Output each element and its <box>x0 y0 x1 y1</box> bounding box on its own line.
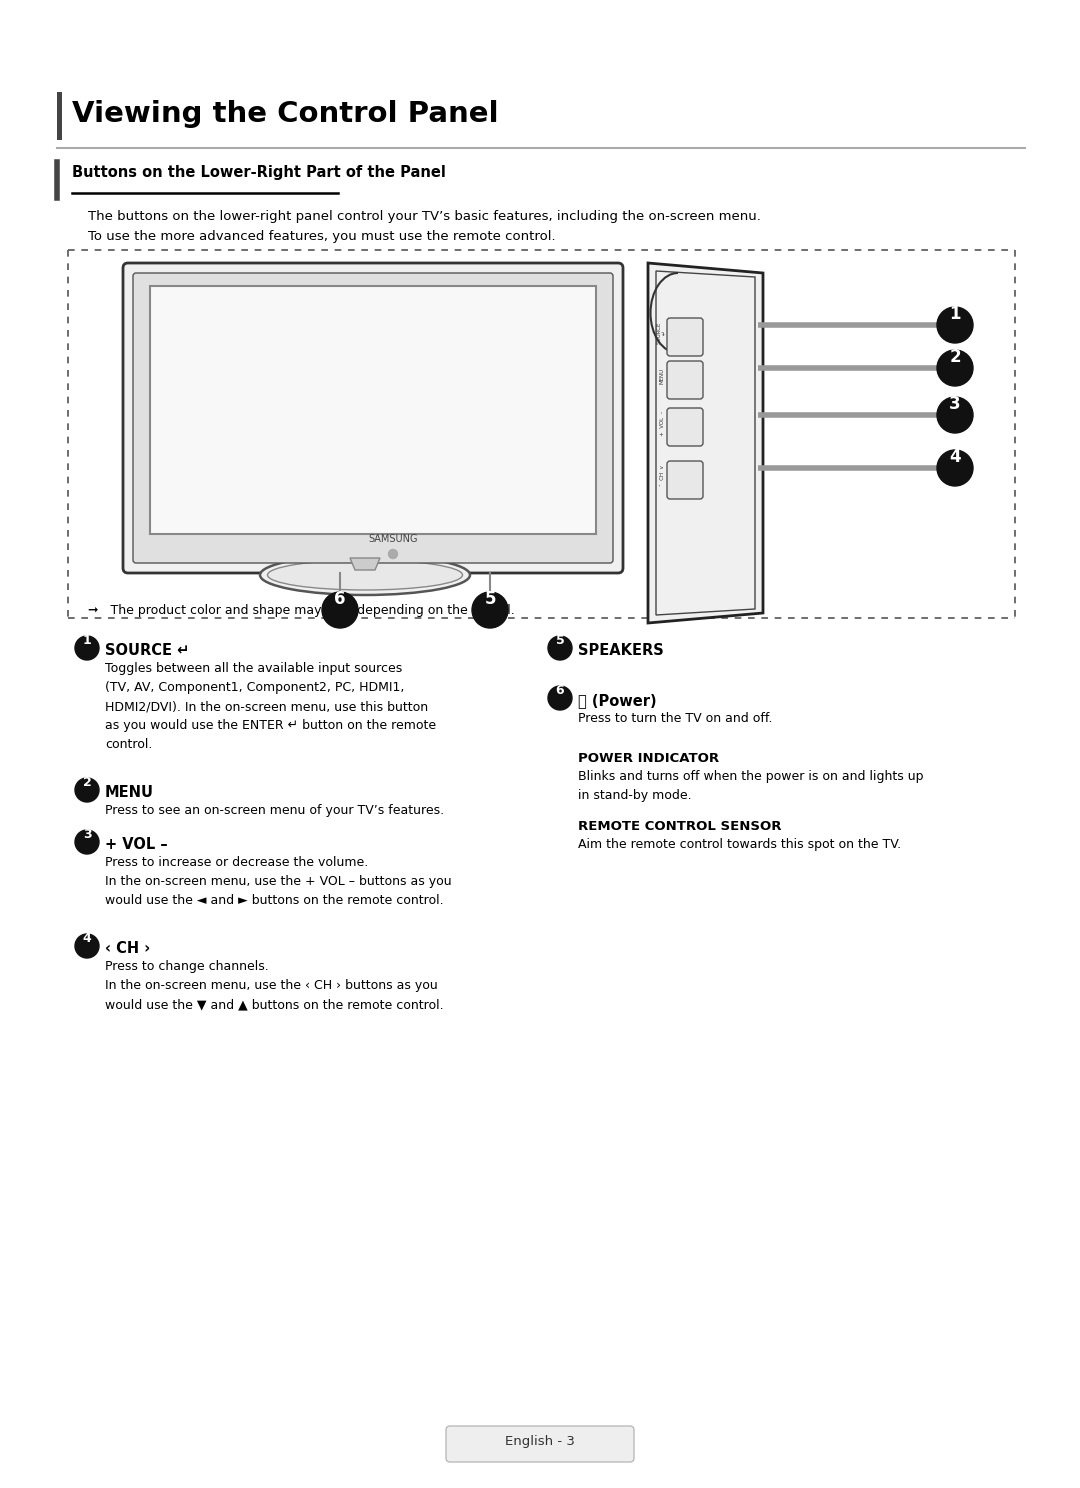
FancyBboxPatch shape <box>667 461 703 498</box>
Text: English - 3: English - 3 <box>505 1434 575 1448</box>
Text: 5: 5 <box>555 634 565 647</box>
FancyBboxPatch shape <box>667 408 703 446</box>
Text: ⏻ (Power): ⏻ (Power) <box>578 693 657 708</box>
Text: 4: 4 <box>83 931 92 945</box>
FancyBboxPatch shape <box>150 286 596 534</box>
Text: 6: 6 <box>556 684 565 696</box>
Ellipse shape <box>260 555 470 595</box>
Circle shape <box>75 635 99 661</box>
Text: Viewing the Control Panel: Viewing the Control Panel <box>72 100 499 128</box>
Text: MENU: MENU <box>105 786 154 801</box>
Text: 5: 5 <box>484 591 496 609</box>
Text: To use the more advanced features, you must use the remote control.: To use the more advanced features, you m… <box>87 231 555 243</box>
Text: SOURCE
↵: SOURCE ↵ <box>657 321 667 344</box>
Text: +  VOL  –: + VOL – <box>660 411 664 436</box>
Text: SOURCE ↵: SOURCE ↵ <box>105 643 189 658</box>
Text: 1: 1 <box>83 634 92 647</box>
Text: 2: 2 <box>949 348 961 366</box>
Circle shape <box>937 307 973 344</box>
Circle shape <box>75 934 99 958</box>
Polygon shape <box>648 263 762 623</box>
Circle shape <box>937 350 973 385</box>
Text: Buttons on the Lower-Right Part of the Panel: Buttons on the Lower-Right Part of the P… <box>72 165 446 180</box>
Text: Press to see an on-screen menu of your TV’s features.: Press to see an on-screen menu of your T… <box>105 804 444 817</box>
Circle shape <box>75 830 99 854</box>
FancyBboxPatch shape <box>133 272 613 562</box>
Text: ➞   The product color and shape may vary depending on the model.: ➞ The product color and shape may vary d… <box>87 604 515 618</box>
Text: 6: 6 <box>334 591 346 609</box>
Text: 4: 4 <box>949 448 961 466</box>
FancyBboxPatch shape <box>667 318 703 356</box>
Text: 1: 1 <box>949 305 961 323</box>
Ellipse shape <box>268 559 462 591</box>
Text: 3: 3 <box>83 827 92 841</box>
Text: + VOL –: + VOL – <box>105 836 167 853</box>
Text: SPEAKERS: SPEAKERS <box>578 643 664 658</box>
Text: Press to increase or decrease the volume.
In the on-screen menu, use the + VOL –: Press to increase or decrease the volume… <box>105 856 451 908</box>
Text: The buttons on the lower-right panel control your TV’s basic features, including: The buttons on the lower-right panel con… <box>87 210 761 223</box>
FancyBboxPatch shape <box>57 92 62 140</box>
Text: SAMSUNG: SAMSUNG <box>368 534 418 545</box>
Text: Blinks and turns off when the power is on and lights up
in stand-by mode.: Blinks and turns off when the power is o… <box>578 769 923 802</box>
Text: MENU: MENU <box>660 368 664 384</box>
Text: ‹ CH ›: ‹ CH › <box>105 940 150 955</box>
Circle shape <box>548 635 572 661</box>
Text: REMOTE CONTROL SENSOR: REMOTE CONTROL SENSOR <box>578 820 782 833</box>
FancyBboxPatch shape <box>446 1426 634 1463</box>
Circle shape <box>389 549 397 558</box>
Text: Press to change channels.
In the on-screen menu, use the ‹ CH › buttons as you
w: Press to change channels. In the on-scre… <box>105 960 444 1010</box>
Circle shape <box>75 778 99 802</box>
Text: POWER INDICATOR: POWER INDICATOR <box>578 751 719 765</box>
Text: Aim the remote control towards this spot on the TV.: Aim the remote control towards this spot… <box>578 838 901 851</box>
Circle shape <box>937 397 973 433</box>
Text: Press to turn the TV on and off.: Press to turn the TV on and off. <box>578 711 772 725</box>
FancyBboxPatch shape <box>123 263 623 573</box>
Circle shape <box>322 592 357 628</box>
Circle shape <box>937 449 973 487</box>
Text: 2: 2 <box>83 777 92 789</box>
Text: 3: 3 <box>949 394 961 414</box>
Text: ˆ  CH  v: ˆ CH v <box>660 466 664 487</box>
Text: Toggles between all the available input sources
(TV, AV, Component1, Component2,: Toggles between all the available input … <box>105 662 436 751</box>
Polygon shape <box>350 558 380 570</box>
FancyBboxPatch shape <box>667 362 703 399</box>
Circle shape <box>472 592 508 628</box>
Circle shape <box>548 686 572 710</box>
